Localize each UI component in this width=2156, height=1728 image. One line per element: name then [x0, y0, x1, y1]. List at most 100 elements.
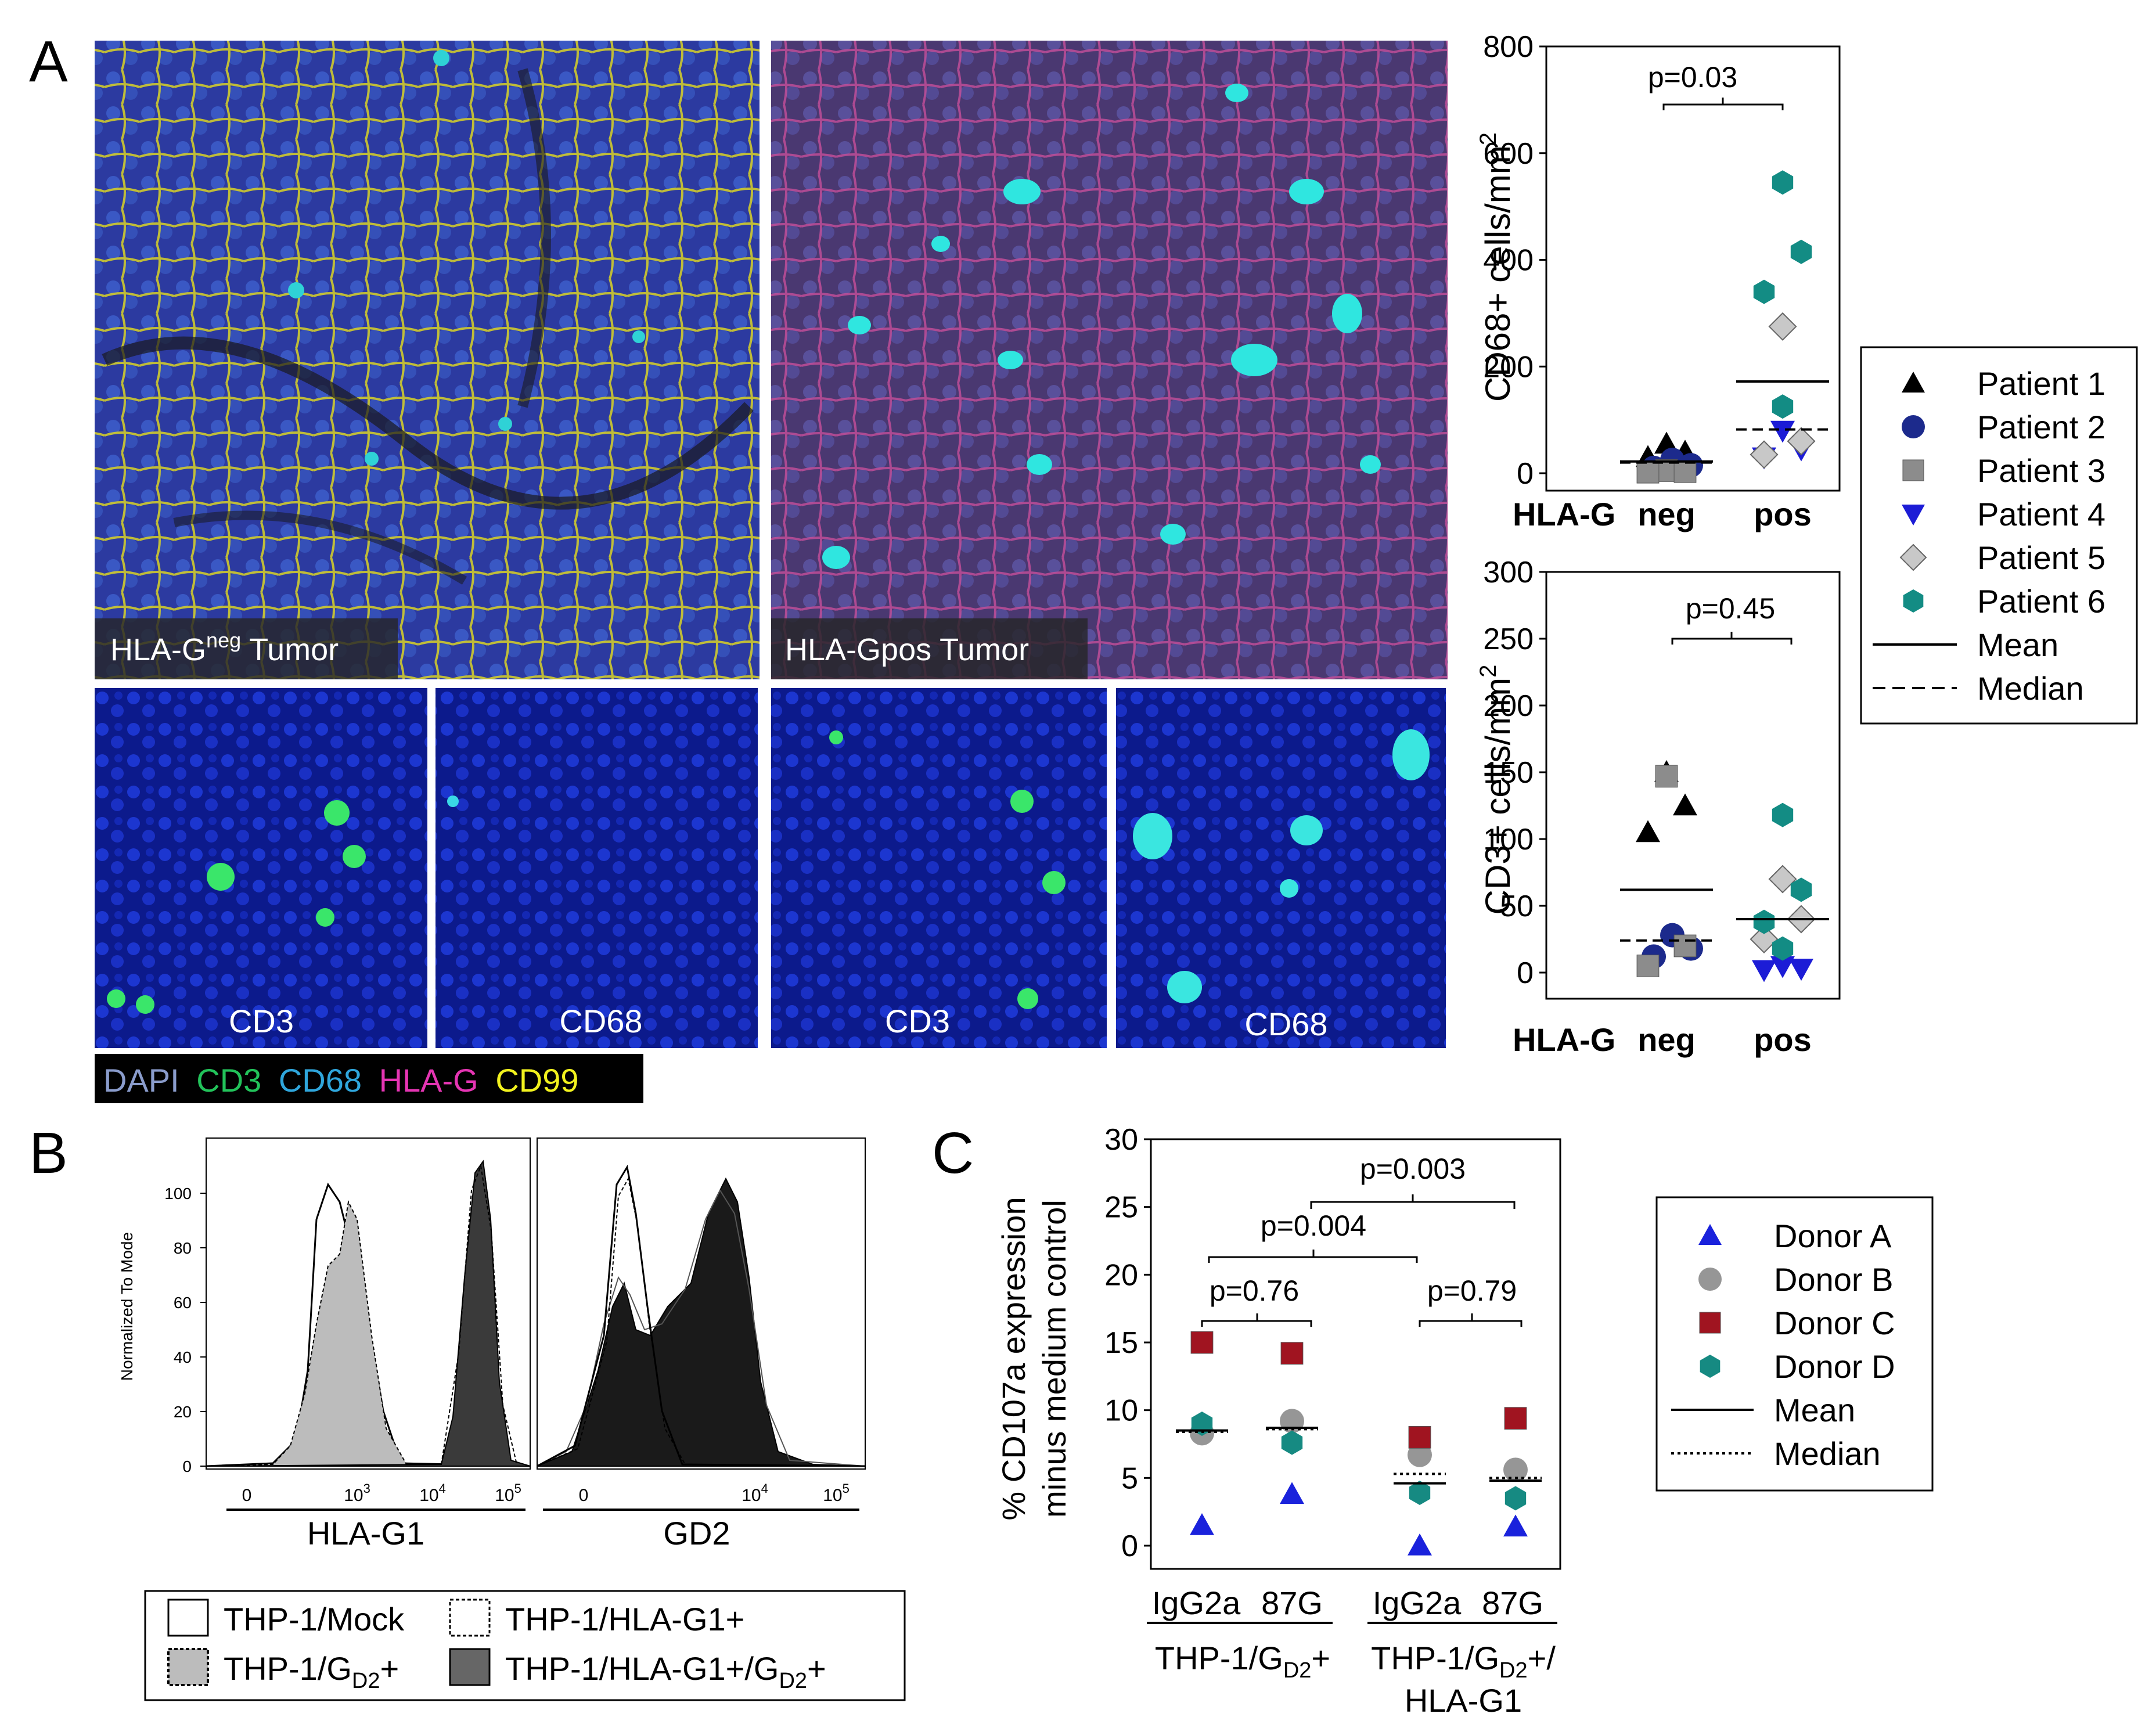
point-patient-6 [1772, 394, 1794, 419]
stain-cd3: CD3 [196, 1062, 261, 1099]
cd68-ylabel: CD68+ cells/mm2 [1475, 132, 1517, 402]
legend-patient-1: Patient 1 [1977, 365, 2105, 402]
flow-y-tick-label: 20 [174, 1403, 192, 1421]
point-patient-3 [1636, 955, 1660, 977]
y-tick-label: 25 [1104, 1191, 1138, 1225]
patient-legend-marks [1899, 372, 1927, 613]
legend-hla: THP-1/HLA-G1+ [505, 1601, 744, 1637]
bracket-0004 [1208, 1250, 1418, 1263]
cd68-xlabel-prefix: HLA-G [1513, 496, 1615, 532]
point-patient-3 [1636, 460, 1660, 484]
small-label-2: CD68 [559, 1003, 642, 1039]
flow-y-axis: 0 20 40 60 80 100 [164, 1185, 206, 1475]
point-donor-b [1503, 1457, 1528, 1482]
point-donor-a [1503, 1514, 1528, 1537]
y-tick-label: 400 [1483, 244, 1534, 278]
bracket-079 [1419, 1313, 1522, 1327]
legend-marker-patient-3 [1902, 459, 1924, 481]
cd107-marks [1176, 1331, 1542, 1556]
point-patient-4 [1789, 959, 1813, 981]
flow-y-tick-label: 40 [174, 1348, 192, 1366]
flow-x-tick-label: 103 [344, 1481, 370, 1505]
point-patient-6 [1790, 877, 1812, 902]
legend-patient-3: Patient 3 [1977, 452, 2105, 489]
y-tick-label: 800 [1483, 30, 1534, 64]
pvalue-076: p=0.76 [1210, 1275, 1299, 1307]
stain-hla-g: HLA-G [379, 1062, 478, 1099]
y-tick-label: 0 [1121, 1529, 1138, 1563]
legend-donor-d: Donor D [1774, 1348, 1895, 1385]
flow-x-tick-label: 105 [823, 1481, 850, 1505]
chart-cd107a: 0 5 10 15 20 25 30 % CD107a expression minus m… [995, 1123, 1561, 1719]
micrograph-small-1: CD3 [95, 688, 427, 1048]
flow-y-tick-label: 80 [174, 1239, 192, 1257]
cd68-marks [1620, 170, 1829, 484]
legend-flow: THP-1/Mock THP-1/HLA-G1+ THP-1/GD2+ THP-… [144, 1590, 906, 1701]
point-patient-6 [1753, 909, 1775, 934]
cd68-y-axis: 0 200 400 600 800 [1483, 30, 1546, 491]
cd3-xlabel-prefix: HLA-G [1513, 1021, 1615, 1058]
flow-y-tick-label: 0 [182, 1457, 192, 1475]
legend-swatch-both [449, 1648, 491, 1686]
point-patient-5 [1768, 865, 1797, 894]
point-patient-6 [1772, 802, 1794, 827]
y-tick-label: 0 [1517, 457, 1534, 491]
flow-y-tick-label: 60 [174, 1294, 192, 1312]
hist-both-gd2 [537, 1177, 866, 1467]
point-donor-b [1408, 1442, 1432, 1467]
legend-swatch-mock [167, 1599, 209, 1637]
point-donor-a [1280, 1482, 1304, 1504]
y-tick-label: 200 [1483, 350, 1534, 384]
flow-y-tick-label: 100 [164, 1185, 192, 1203]
legend-patient-6: Patient 6 [1977, 583, 2105, 620]
legend-mock: THP-1/Mock [224, 1601, 405, 1637]
flow-x-tick-label: 104 [419, 1481, 446, 1505]
point-patient-5 [1750, 924, 1779, 954]
point-patient-6 [1772, 936, 1794, 961]
legend-both: THP-1/HLA-G1+/GD2+ [505, 1650, 826, 1693]
legend-swatch-gd2 [167, 1648, 209, 1686]
hist-hlag1-gd2 [537, 1177, 686, 1467]
y-tick-label: 600 [1483, 137, 1534, 171]
micrograph-small-2: CD68 [435, 688, 758, 1048]
point-patient-1 [1636, 820, 1660, 843]
point-patient-5 [1787, 427, 1816, 456]
y-tick-label: 15 [1104, 1326, 1138, 1360]
y-tick-label: 250 [1483, 622, 1534, 656]
point-donor-c [1190, 1331, 1214, 1354]
label-hla-g-neg-tumor: HLA-Gneg Tumor [95, 618, 398, 679]
hist-both-hla [206, 1160, 531, 1467]
cd3-y-axis: 0 50 100 150 200 250 300 [1483, 556, 1546, 990]
cd107-cat-1: IgG2a [1152, 1585, 1241, 1621]
cd3-cat-neg: neg [1637, 1021, 1696, 1058]
svg-text:DAPI CD3 CD68: DAPI CD3 CD68 HLA-G CD99 [103, 1062, 578, 1099]
legend-patient-median: Median [1977, 670, 2084, 707]
cd3-pvalue: p=0.45 [1686, 592, 1775, 625]
stain-dapi: DAPI [103, 1062, 179, 1099]
cd3-marks [1620, 760, 1829, 982]
legend-marker-donor-1 [1698, 1268, 1722, 1291]
cd107-ylabel-1: % CD107a expression [995, 1197, 1032, 1520]
legend-marker-donor-2 [1699, 1312, 1721, 1334]
bracket-076 [1201, 1313, 1312, 1327]
legend-marker-donor-0 [1698, 1224, 1722, 1245]
legend-donor-b: Donor B [1774, 1261, 1893, 1298]
point-donor-c [1280, 1342, 1304, 1365]
legend-donor-c: Donor C [1774, 1305, 1895, 1341]
hist-mock-gd2 [537, 1164, 866, 1467]
hist-hlag1-hla [441, 1164, 517, 1465]
legend-donors: Donor A Donor B Donor C Donor D Mean Med… [1655, 1196, 1934, 1492]
point-patient-4 [1770, 956, 1795, 978]
micrograph-small-3: CD3 [771, 688, 1107, 1048]
point-patient-5 [1768, 312, 1797, 341]
hist-gd2-hla [206, 1200, 531, 1467]
group-label-2-line2: HLA-G1 [1405, 1682, 1522, 1719]
stain-cd99: CD99 [495, 1062, 578, 1099]
point-donor-d [1409, 1481, 1431, 1505]
cd68-cat-neg: neg [1637, 496, 1696, 532]
point-donor-d [1504, 1486, 1527, 1511]
flow-x1-label: HLA-G1 [307, 1515, 424, 1551]
flow-x2-label: GD2 [663, 1515, 730, 1551]
legend-marker-patient-1 [1902, 372, 1925, 393]
chart-cd68: 0 200 400 600 800 CD68+ cells/mm2 p=0.03 HLA… [1475, 30, 1841, 532]
